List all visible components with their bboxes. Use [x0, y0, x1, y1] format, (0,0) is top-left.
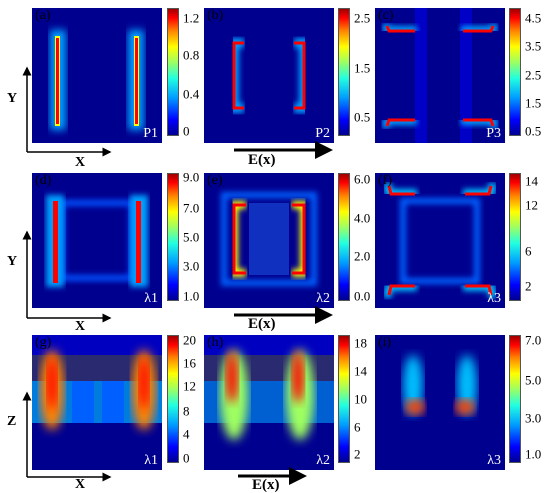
colorbar-i-tick: 1.0	[525, 446, 542, 462]
axis-label-z-row3: Z	[7, 414, 17, 429]
panel-e: (e) λ2	[204, 173, 334, 308]
colorbar-d-tick: 9.0	[183, 169, 200, 185]
colorbar-f-tick: 2	[525, 278, 532, 294]
colorbar-h-tick: 10	[354, 391, 367, 407]
field-map-a	[50, 30, 144, 130]
colorbar-i: 7.0 5.0 3.0 1.0	[509, 334, 541, 463]
colorbar-d-tick: 5.0	[183, 229, 200, 245]
panel-f-label: (f)	[378, 173, 392, 188]
colorbar-e-tick: 4.0	[354, 210, 371, 226]
colorbar-b-tick: 0.5	[354, 109, 371, 125]
field-map-f	[383, 182, 497, 299]
panel-a-label: (a)	[35, 8, 51, 23]
colorbar-c: 4.5 3.5 2.5 1.5 0.5	[509, 8, 541, 137]
efield-label-row2: E(x)	[248, 316, 276, 332]
colorbar-h-tick: 14	[354, 363, 367, 379]
colorbar-c-tick: 0.5	[525, 123, 542, 139]
field-map-e	[221, 192, 317, 286]
panel-h: (h) λ2	[204, 335, 334, 470]
panel-g: (g) λ1	[32, 335, 162, 470]
colorbar-h: 18 14 10 6 2	[338, 335, 367, 463]
colorbar-h-tick: 18	[354, 335, 367, 351]
panel-c: (c) P3	[375, 8, 505, 143]
panel-b-corner: P2	[315, 126, 330, 141]
panel-b-label: (b)	[207, 8, 224, 23]
panel-i-corner: λ3	[487, 453, 501, 468]
colorbar-g-tick: 16	[183, 355, 196, 371]
panel-c-label: (c)	[378, 8, 394, 23]
colorbar-g-tick: 4	[183, 426, 190, 442]
panel-b: (b) P2	[204, 8, 334, 143]
colorbar-f: 14 12 6 2	[509, 173, 538, 301]
colorbar-c-tick: 1.5	[525, 95, 542, 111]
colorbar-a-tick: 0.4	[183, 86, 200, 102]
axis-label-y-row2: Y	[7, 254, 18, 269]
colorbar-b-tick: 2.5	[354, 10, 371, 26]
colorbar-f-tick: 12	[525, 197, 538, 213]
colorbar-e-tick: 2.0	[354, 248, 371, 264]
colorbar-d-tick: 7.0	[183, 200, 200, 216]
panel-i: (i) λ3	[375, 335, 505, 470]
colorbar-i-tick: 7.0	[525, 332, 542, 348]
colorbar-c-tick: 2.5	[525, 67, 542, 83]
efield-label-row3: E(x)	[252, 477, 280, 493]
colorbar-e: 6.0 4.0 2.0 0.0	[338, 173, 370, 302]
panel-h-corner: λ2	[316, 453, 330, 468]
field-map-h	[204, 335, 334, 440]
panel-h-label: (h)	[207, 335, 224, 350]
colorbar-d-tick: 1.0	[183, 288, 200, 304]
colorbar-h-tick: 6	[354, 419, 361, 435]
colorbar-a-tick: 1.2	[183, 10, 200, 26]
colorbar-g-tick: 8	[183, 403, 190, 419]
colorbar-c-tick: 4.5	[525, 10, 542, 26]
colorbar-f-tick: 14	[525, 173, 538, 189]
colorbar-i-tick: 5.0	[525, 372, 542, 388]
colorbar-g-tick: 12	[183, 378, 196, 394]
field-map-d	[46, 195, 148, 287]
axis-label-x-row3: X	[75, 477, 86, 492]
colorbar-a-tick: 0.8	[183, 47, 200, 63]
panel-d: (d) λ1	[32, 173, 162, 308]
panel-i-label: (i)	[378, 335, 392, 350]
panel-a: (a) P1	[32, 8, 162, 143]
colorbar-f-tick: 6	[525, 243, 532, 259]
colorbar-h-tick: 2	[354, 446, 361, 462]
field-map-g	[32, 335, 162, 430]
panel-e-label: (e)	[207, 173, 223, 188]
axis-label-y-row1: Y	[7, 91, 18, 106]
panel-d-corner: λ1	[144, 291, 158, 306]
panel-c-corner: P3	[486, 126, 501, 141]
panel-g-corner: λ1	[144, 453, 158, 468]
colorbar-g-tick: 0	[183, 450, 190, 466]
colorbar-a: 1.2 0.8 0.4 0	[167, 8, 199, 137]
colorbar-g-tick: 20	[183, 332, 196, 348]
colorbar-i-tick: 3.0	[525, 410, 542, 426]
field-map-i	[403, 355, 477, 415]
panel-a-corner: P1	[143, 126, 158, 141]
colorbar-g: 20 16 12 8 4 0	[167, 334, 196, 464]
colorbar-c-tick: 3.5	[525, 38, 542, 54]
panel-e-corner: λ2	[316, 291, 330, 306]
axis-label-x-row1: X	[75, 155, 86, 170]
colorbar-a-tick: 0	[183, 123, 190, 139]
colorbar-b-tick: 1.5	[354, 60, 371, 76]
field-map-c	[381, 8, 499, 143]
colorbar-b: 2.5 1.5 0.5	[338, 8, 370, 136]
panel-d-label: (d)	[35, 173, 52, 188]
colorbar-e-tick: 0.0	[354, 288, 371, 304]
axis-label-x-row2: X	[75, 319, 86, 334]
panel-f-corner: λ3	[487, 291, 501, 306]
colorbar-d: 9.0 7.0 5.0 3.0 1.0	[167, 170, 199, 302]
panel-g-label: (g)	[35, 335, 52, 350]
colorbar-d-tick: 3.0	[183, 258, 200, 274]
panel-f: (f) λ3	[375, 173, 505, 308]
colorbar-e-tick: 6.0	[354, 171, 371, 187]
field-map-b	[229, 38, 309, 113]
efield-label-row1: E(x)	[248, 152, 276, 168]
